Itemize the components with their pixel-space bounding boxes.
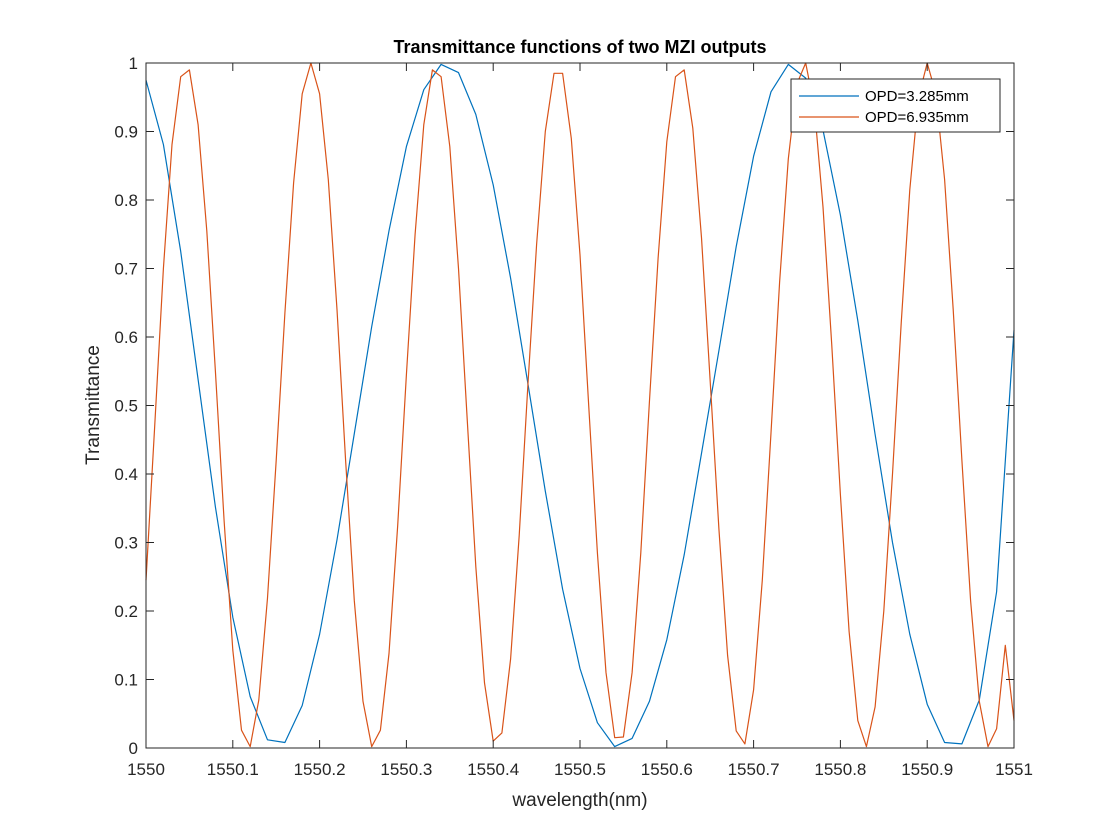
x-tick-label: 1550.8	[814, 760, 866, 779]
y-tick-label: 0.8	[114, 191, 138, 210]
x-tick-label: 1550.1	[207, 760, 259, 779]
x-axis-label: wavelength(nm)	[511, 790, 647, 811]
series-line-2	[145, 62, 1015, 748]
x-tick-label: 1550.3	[380, 760, 432, 779]
y-axis-ticks: 0 0.1 0.2 0.3 0.4 0.5 0.6 0.7 0.8 0.9 1	[114, 54, 1014, 758]
y-tick-label: 0	[129, 739, 138, 758]
y-tick-label: 0.1	[114, 671, 138, 690]
x-tick-label: 1550.5	[554, 760, 606, 779]
x-tick-label: 1550.9	[901, 760, 953, 779]
chart-title: Transmittance functions of two MZI outpu…	[394, 37, 767, 57]
legend-label-series-2: OPD=6.935mm	[865, 109, 969, 126]
x-tick-label: 1550.7	[728, 760, 780, 779]
x-axis-ticks: 1550 1550.1 1550.2 1550.3 1550.4 1550.5 1550.6…	[127, 63, 1033, 779]
x-tick-label: 1550.6	[641, 760, 693, 779]
legend: OPD=3.285mm OPD=6.935mm	[790, 78, 1001, 133]
y-tick-label: 0.5	[114, 397, 138, 416]
y-tick-label: 0.6	[114, 328, 138, 347]
plot-area-background	[146, 63, 1014, 748]
y-tick-label: 0.2	[114, 602, 138, 621]
x-tick-label: 1550	[127, 760, 165, 779]
x-tick-label: 1550.2	[294, 760, 346, 779]
legend-label-series-1: OPD=3.285mm	[865, 88, 969, 105]
y-axis-label: Transmittance	[83, 345, 104, 465]
x-tick-label: 1550.4	[467, 760, 519, 779]
x-tick-label: 1551	[995, 760, 1033, 779]
y-tick-label: 0.9	[114, 123, 138, 142]
y-tick-label: 1	[129, 54, 138, 73]
series-line-1	[145, 63, 1015, 748]
y-tick-label: 0.4	[114, 465, 138, 484]
series-layer	[145, 62, 1015, 748]
y-tick-label: 0.7	[114, 260, 138, 279]
legend-box	[790, 78, 1001, 133]
y-tick-label: 0.3	[114, 534, 138, 553]
